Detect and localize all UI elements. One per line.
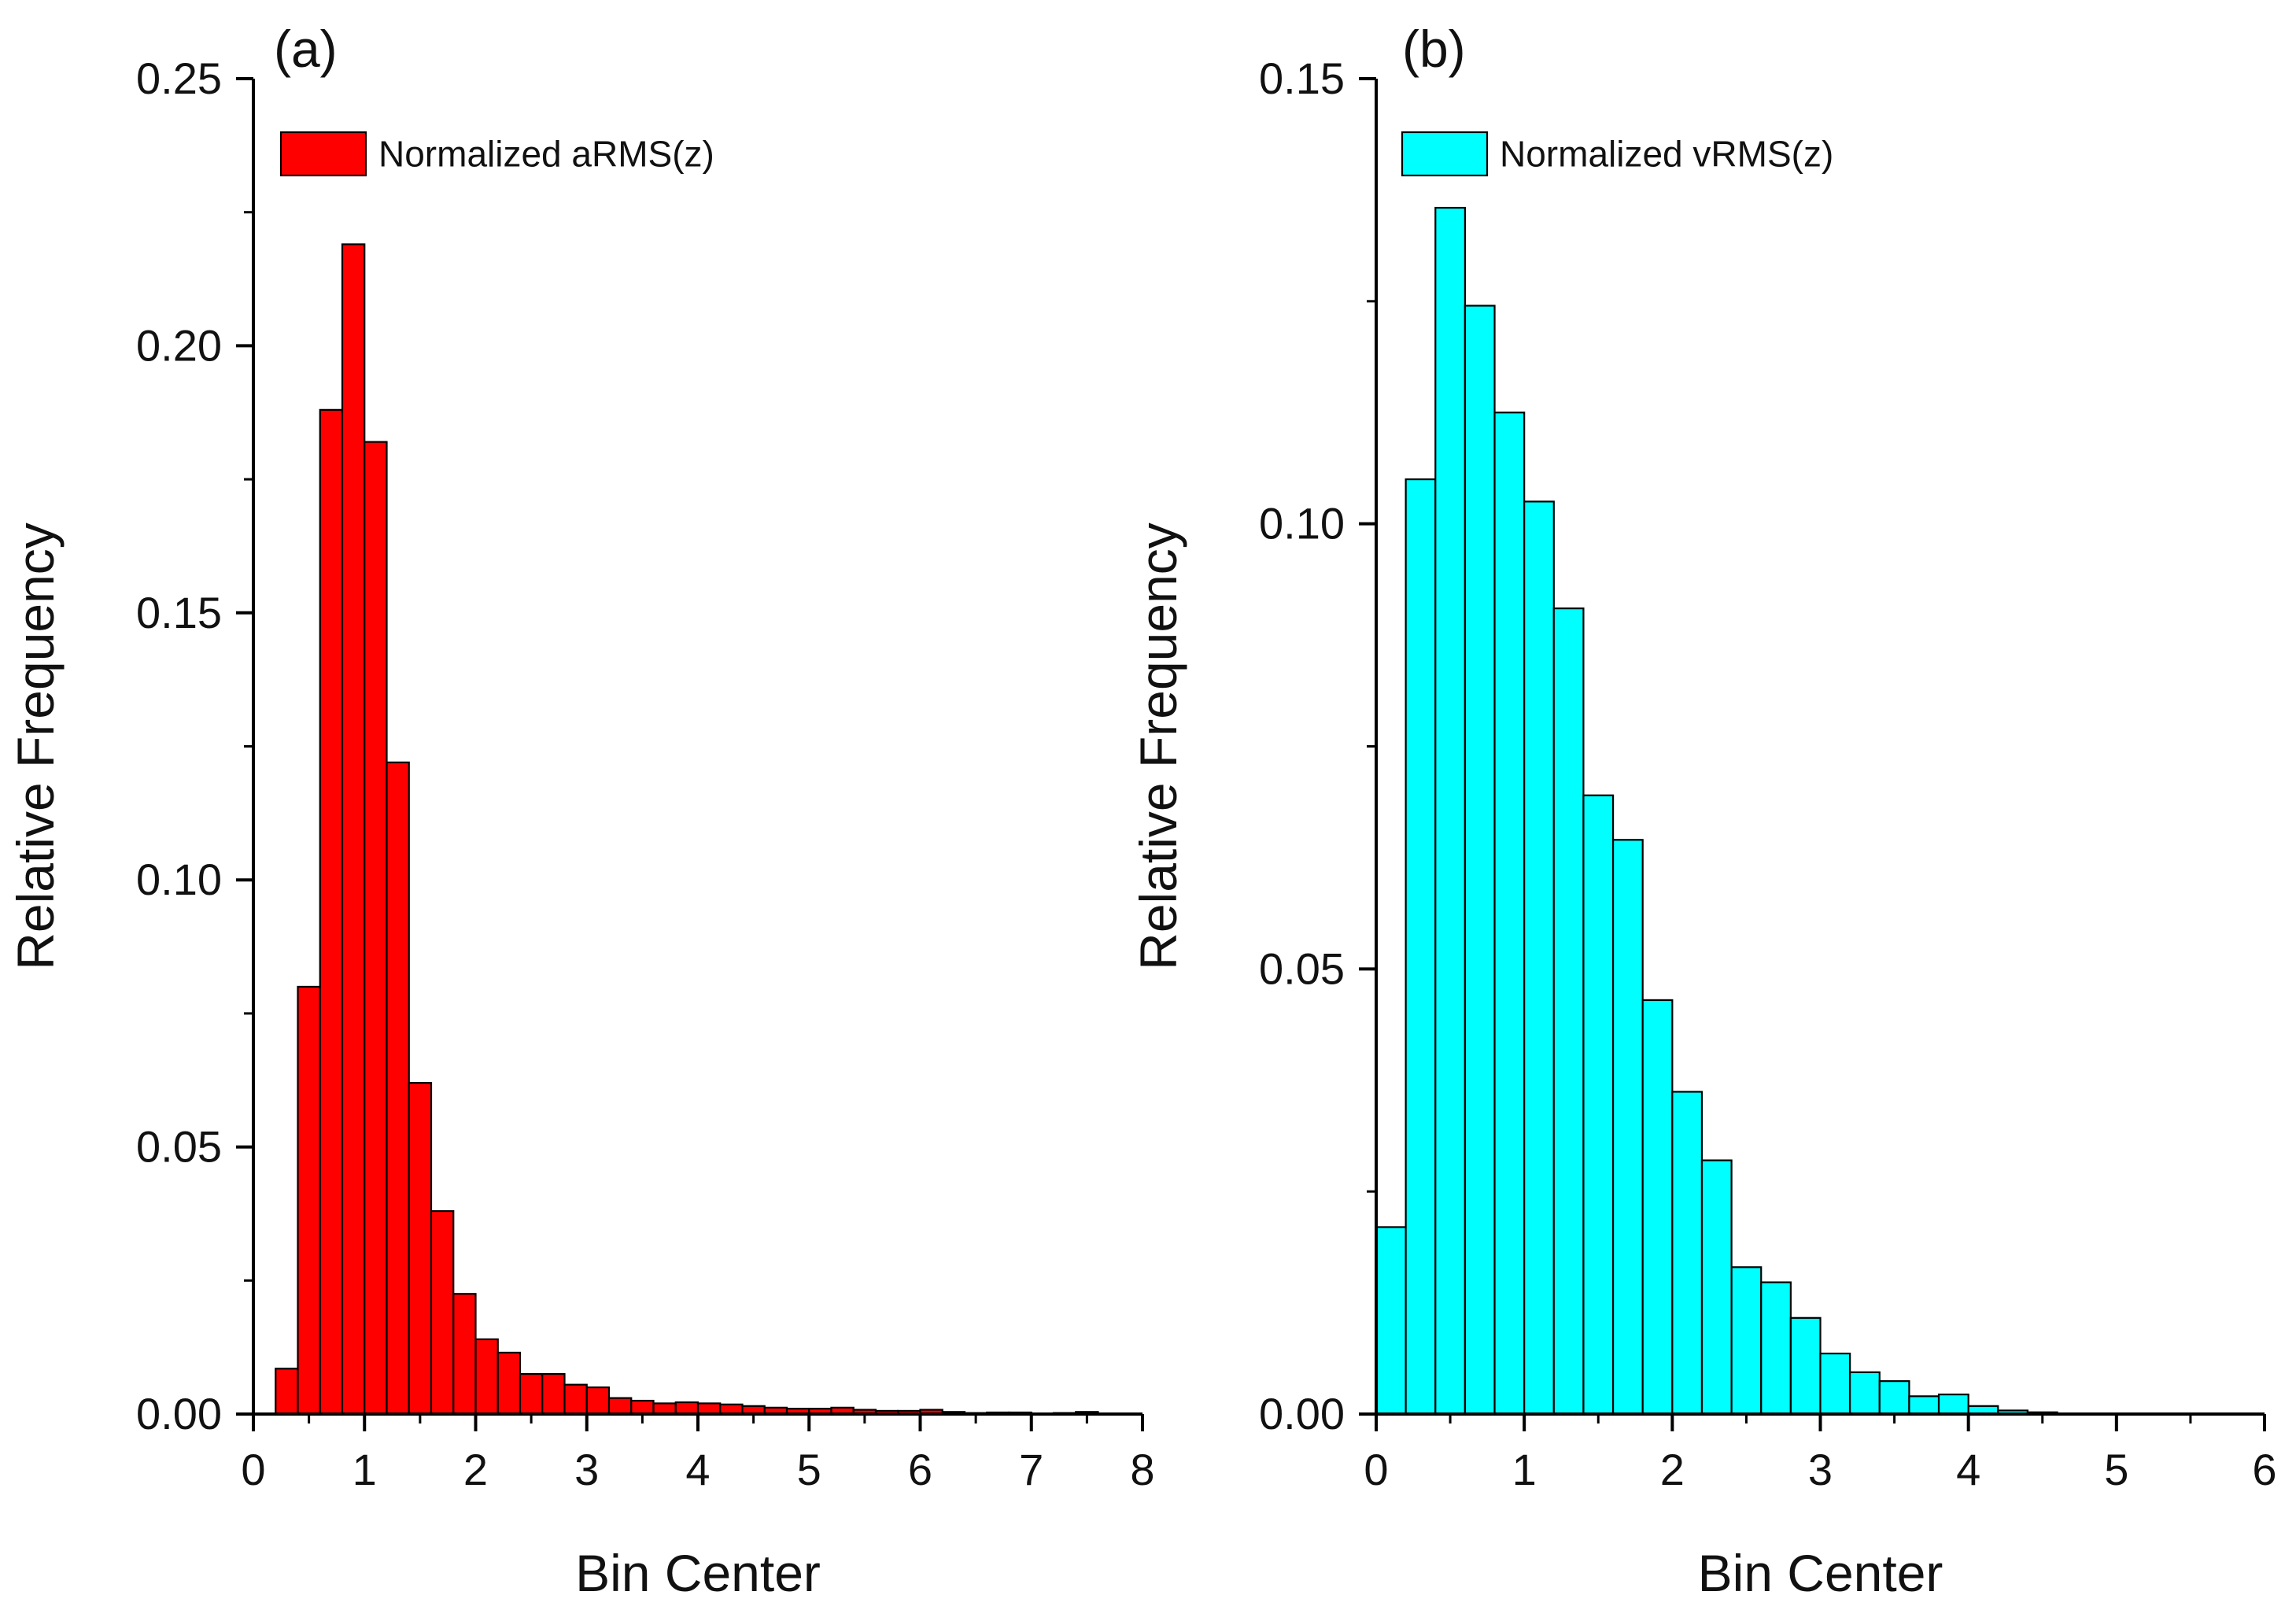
- bar-b-16: [1849, 1371, 1881, 1416]
- bar-b-6: [1552, 607, 1585, 1416]
- y-tick-label-b-3: 0.15: [1259, 54, 1345, 103]
- bar-a-18: [674, 1401, 700, 1416]
- x-tick-label-a-2: 2: [463, 1445, 488, 1494]
- bar-b-17: [1878, 1380, 1910, 1416]
- bar-a-4: [364, 441, 388, 1416]
- bar-b-13: [1760, 1281, 1792, 1416]
- x-tick-label-a-4: 4: [685, 1445, 710, 1494]
- x-tick-label-a-3: 3: [574, 1445, 599, 1494]
- x-tick-label-b-3: 3: [1808, 1445, 1833, 1494]
- x-tick-label-b-0: 0: [1364, 1445, 1388, 1494]
- x-tick-label-b-1: 1: [1512, 1445, 1537, 1494]
- y-tick-label-a-2: 0.10: [136, 855, 222, 904]
- bar-b-18: [1908, 1395, 1940, 1416]
- x-tick-label-b-6: 6: [2252, 1445, 2276, 1494]
- bar-a-5: [386, 761, 410, 1416]
- bar-a-1: [297, 985, 321, 1416]
- x-tick-label-a-5: 5: [797, 1445, 821, 1494]
- bar-b-9: [1641, 999, 1674, 1416]
- bar-a-17: [652, 1402, 677, 1416]
- bar-b-5: [1523, 500, 1555, 1416]
- bar-a-13: [563, 1383, 588, 1416]
- x-axis-title-a: Bin Center: [575, 1544, 821, 1602]
- legend-swatch-b: [1401, 131, 1489, 177]
- y-tick-label-a-1: 0.05: [136, 1122, 222, 1172]
- y-axis-title-b: Relative Frequency: [1129, 522, 1187, 970]
- bar-a-8: [452, 1293, 477, 1416]
- x-tick-label-a-7: 7: [1019, 1445, 1043, 1494]
- legend-label-b: Normalized vRMS(z): [1500, 134, 1833, 175]
- bar-b-3: [1464, 305, 1496, 1416]
- y-tick-label-a-3: 0.15: [136, 588, 222, 637]
- bar-b-8: [1611, 839, 1644, 1416]
- chart-panel-a: 0 1 2 3 4 5 6 7 8 0.00 0.05 0.10 0.15 0.20 0.25 Bin Cen…: [6, 20, 1155, 1602]
- bar-a-9: [474, 1338, 499, 1416]
- bar-b-2: [1434, 206, 1467, 1416]
- x-tick-label-a-8: 8: [1130, 1445, 1154, 1494]
- bar-a-0: [275, 1368, 299, 1416]
- bar-b-10: [1671, 1091, 1704, 1416]
- bar-a-2: [319, 408, 344, 1416]
- bar-b-11: [1700, 1159, 1733, 1416]
- bar-a-7: [430, 1209, 455, 1416]
- y-tick-label-b-2: 0.10: [1259, 499, 1345, 548]
- bar-a-3: [341, 243, 366, 1416]
- bar-b-15: [1819, 1352, 1851, 1416]
- legend-swatch-a: [279, 131, 367, 177]
- bar-a-19: [696, 1402, 722, 1416]
- y-tick-label-a-0: 0.00: [136, 1389, 222, 1438]
- panel-label-a: (a): [274, 20, 338, 78]
- y-tick-label-b-1: 0.05: [1259, 943, 1345, 993]
- bar-b-12: [1730, 1266, 1763, 1416]
- legend-label-a: Normalized aRMS(z): [378, 134, 714, 175]
- bar-b-0: [1375, 1226, 1407, 1416]
- bar-a-14: [585, 1386, 611, 1416]
- x-tick-label-a-1: 1: [353, 1445, 377, 1494]
- y-tick-label-b-0: 0.00: [1259, 1389, 1345, 1438]
- bar-b-7: [1582, 794, 1615, 1416]
- bar-a-11: [519, 1372, 544, 1416]
- y-tick-label-a-4: 0.20: [136, 320, 222, 370]
- bar-a-12: [541, 1372, 566, 1416]
- panel-label-b: (b): [1402, 20, 1466, 78]
- y-axis-title-a: Relative Frequency: [6, 522, 65, 970]
- bar-a-16: [630, 1399, 655, 1416]
- x-tick-label-b-5: 5: [2104, 1445, 2128, 1494]
- bar-b-14: [1789, 1316, 1822, 1416]
- bar-a-6: [408, 1082, 433, 1416]
- bar-a-15: [607, 1397, 633, 1416]
- x-tick-label-a-6: 6: [908, 1445, 932, 1494]
- bar-b-1: [1405, 478, 1437, 1416]
- bar-b-4: [1493, 412, 1526, 1416]
- x-tick-label-b-2: 2: [1660, 1445, 1685, 1494]
- x-tick-label-a-0: 0: [241, 1445, 265, 1494]
- bar-b-19: [1937, 1394, 1969, 1416]
- y-tick-label-a-5: 0.25: [136, 54, 222, 103]
- bar-a-10: [496, 1351, 522, 1416]
- x-tick-label-b-4: 4: [1956, 1445, 1980, 1494]
- chart-panel-b: 0 1 2 3 4 5 6 0.00 0.05 0.10 0.15 Bin Center Relativ…: [1129, 20, 2277, 1602]
- x-axis-title-b: Bin Center: [1698, 1544, 1943, 1602]
